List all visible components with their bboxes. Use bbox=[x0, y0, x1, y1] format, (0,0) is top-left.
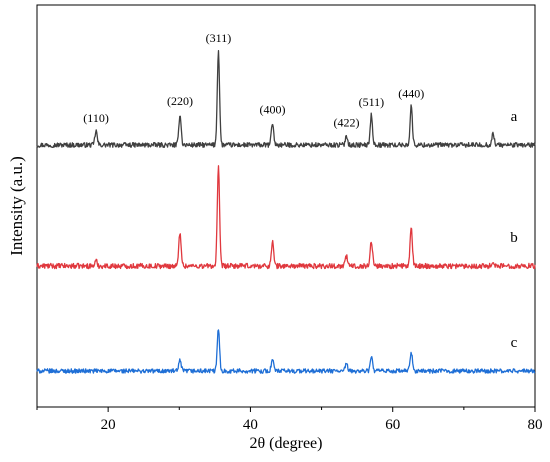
peak-label: (220) bbox=[167, 94, 193, 108]
y-axis-label: Intensity (a.u.) bbox=[7, 156, 26, 256]
series-c-label: c bbox=[511, 335, 518, 351]
peak-label: (422) bbox=[333, 116, 359, 130]
x-tick-label: 80 bbox=[528, 417, 543, 433]
peak-label: (511) bbox=[359, 95, 385, 109]
series-labels-layer: a b c bbox=[510, 109, 518, 351]
series-b-label: b bbox=[510, 230, 518, 246]
x-tick-label: 60 bbox=[385, 417, 400, 433]
series-a-line bbox=[36, 49, 536, 149]
peak-annotations-layer: (110) (220) (311) (400) (422)(511) (440) bbox=[83, 31, 424, 130]
peak-label: (311) bbox=[206, 31, 232, 45]
x-tick-label: 40 bbox=[243, 417, 258, 433]
plot-frame bbox=[36, 4, 536, 408]
peak-label: (400) bbox=[259, 102, 285, 116]
peak-label: (110) bbox=[83, 111, 109, 125]
x-ticks-layer: 20 40 60 80 bbox=[36, 407, 543, 433]
x-tick-label: 20 bbox=[101, 417, 116, 433]
peak-label: (440) bbox=[398, 86, 424, 100]
series-b-line bbox=[36, 165, 536, 270]
series-a-label: a bbox=[511, 109, 518, 125]
series-c-line bbox=[36, 329, 536, 374]
traces-layer bbox=[36, 49, 536, 374]
x-axis-label: 2θ (degree) bbox=[250, 435, 323, 452]
